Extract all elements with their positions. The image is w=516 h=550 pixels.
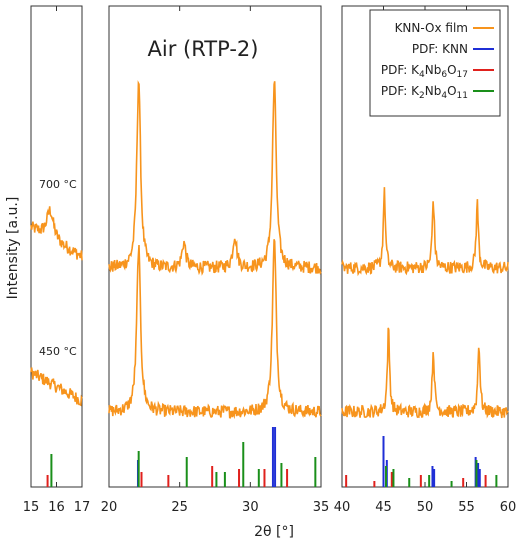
- panels-group: 15 16 17 20 25 30 35 40 45 50 55 60: [23, 5, 516, 515]
- spectrum-450C-p3: [341, 327, 509, 419]
- x-tick-label: 30: [242, 500, 259, 515]
- x-tick-label: 17: [74, 500, 91, 515]
- x-tick-label: 60: [500, 500, 516, 515]
- legend-entry-label: KNN-Ox film: [395, 21, 468, 35]
- x-tick-label: 20: [101, 500, 118, 515]
- x-tick-label: 35: [313, 500, 330, 515]
- x-tick-label: 16: [48, 500, 65, 515]
- x-tick-label: 55: [458, 500, 475, 515]
- spectrum-450C-p2: [108, 239, 322, 420]
- x-axis-label: 2θ [°]: [254, 524, 294, 540]
- axes-frame-p1: [30, 5, 83, 488]
- x-tick-label: 15: [23, 500, 40, 515]
- x-tick-label: 40: [334, 500, 351, 515]
- spectrum-700C-p1: [30, 206, 83, 261]
- axes-frame-p2: [108, 5, 322, 488]
- x-tick-label: 25: [171, 500, 188, 515]
- chart-title: Air (RTP-2): [148, 37, 259, 61]
- spectrum-450C-p1: [30, 367, 83, 407]
- legend: KNN-Ox film PDF: KNN PDF: K4Nb6O17 PDF: K2N…: [369, 9, 501, 117]
- legend-entry-label: PDF: K4Nb6O17: [381, 63, 468, 80]
- x-tick-label: 45: [375, 500, 392, 515]
- y-axis-label: Intensity [a.u.]: [5, 197, 21, 300]
- legend-entry-label: PDF: KNN: [412, 42, 468, 56]
- temperature-label-450: 450 °C: [39, 345, 77, 358]
- temperature-label-700: 700 °C: [39, 178, 77, 191]
- x-tick-label: 50: [417, 500, 434, 515]
- spectrum-700C-p2: [108, 80, 322, 276]
- spectrum-700C-p3: [341, 187, 509, 277]
- legend-entry-label: PDF: K2Nb4O11: [381, 84, 468, 101]
